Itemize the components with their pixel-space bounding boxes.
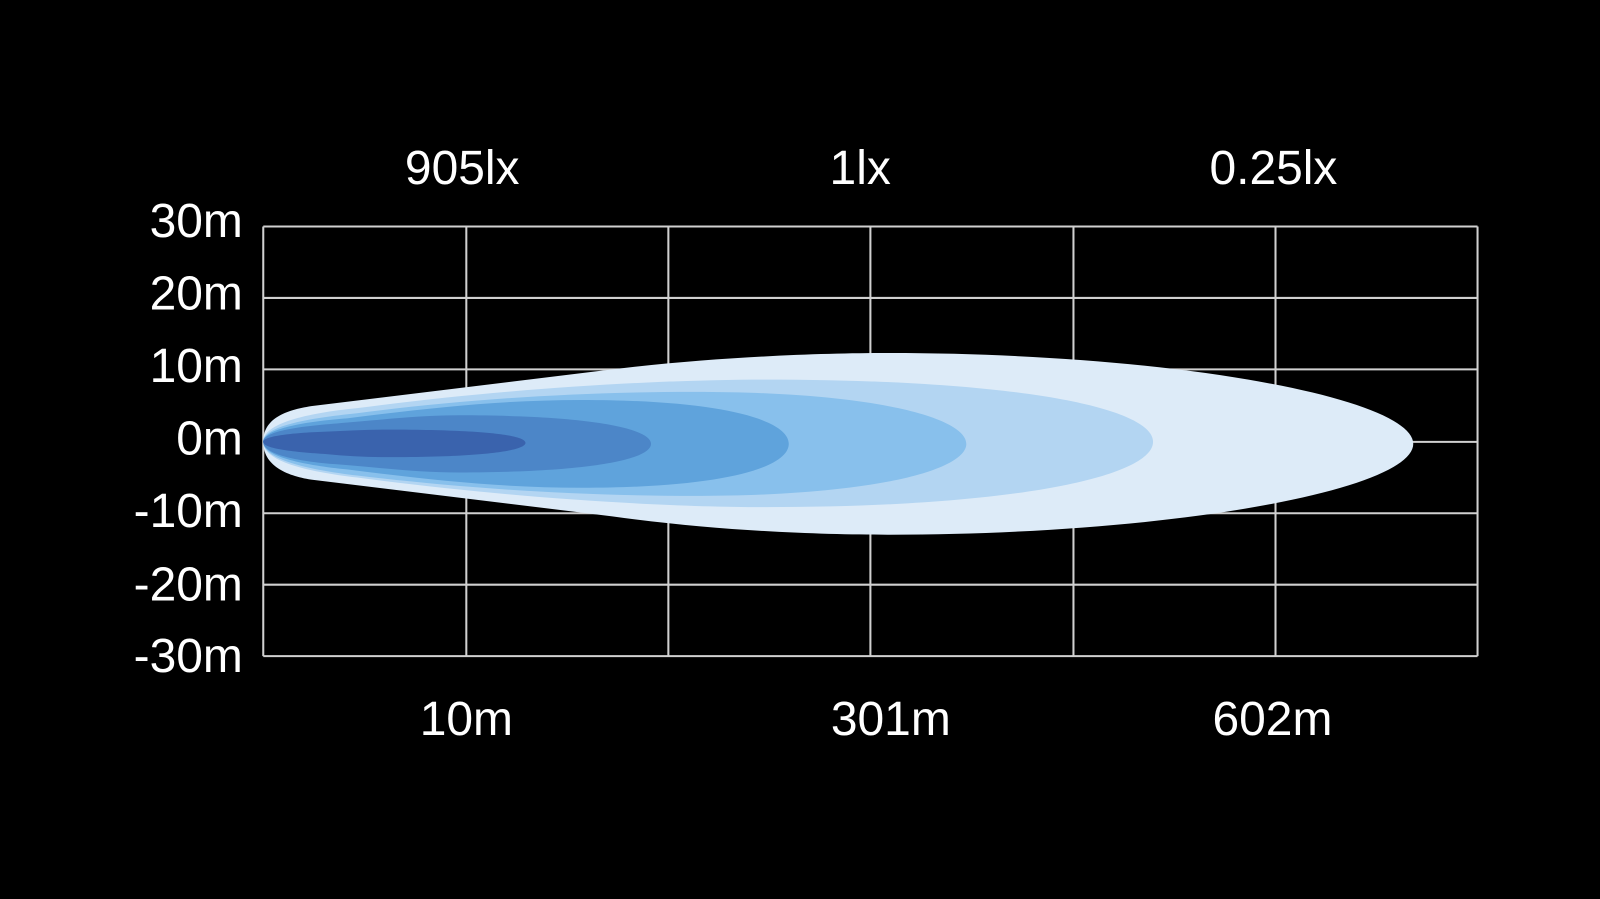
lux-labels: 905lx 1lx 0.25lx <box>405 142 1338 195</box>
distance-label: 301m <box>831 693 951 746</box>
y-label: 10m <box>150 340 243 393</box>
y-label: -30m <box>134 630 243 683</box>
distance-label: 10m <box>420 693 513 746</box>
y-axis-labels: 30m 20m 10m 0m -10m -20m -30m <box>134 195 243 683</box>
beam-zone <box>263 429 526 458</box>
y-label: 0m <box>176 413 243 466</box>
lux-label: 905lx <box>405 142 520 195</box>
diagram-body: 30m 20m 10m 0m -10m -20m -30m 905lx 1lx … <box>134 142 1479 746</box>
distance-labels: 10m 301m 602m <box>420 693 1333 746</box>
y-label: -10m <box>134 485 243 538</box>
y-label: 30m <box>150 195 243 248</box>
y-label: 20m <box>150 268 243 321</box>
distance-label: 602m <box>1212 693 1332 746</box>
beam <box>263 353 1414 535</box>
lux-label: 1lx <box>830 142 891 195</box>
y-label: -20m <box>134 558 243 611</box>
lux-label: 0.25lx <box>1209 142 1337 195</box>
